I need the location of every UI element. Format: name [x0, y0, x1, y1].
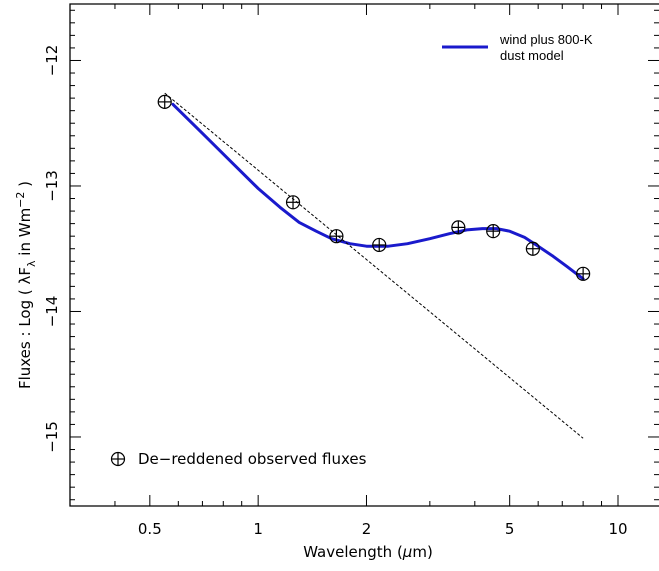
x-axis-label: Wavelength (μm)	[303, 543, 433, 561]
x-tick-label: 5	[505, 520, 515, 538]
y-tick-label: −14	[43, 296, 61, 328]
data-point	[372, 237, 387, 253]
data-point	[329, 229, 344, 244]
data-point	[285, 195, 301, 210]
y-tick-label: −12	[43, 45, 61, 77]
y-tick-label: −13	[43, 170, 61, 202]
data-point	[451, 220, 466, 235]
legend-model-label-line2: dust model	[500, 48, 564, 63]
model-curve	[171, 102, 585, 281]
data-point	[525, 241, 540, 256]
wind-model-line	[164, 92, 584, 439]
data-point	[486, 224, 501, 239]
legend-points-label: De−reddened observed fluxes	[138, 450, 367, 468]
x-tick-label: 0.5	[138, 520, 162, 538]
legend-point-marker	[110, 451, 126, 467]
x-tick-label: 1	[253, 520, 263, 538]
axes-box	[69, 3, 659, 507]
plot-frame	[69, 3, 659, 507]
x-tick-label: 10	[608, 520, 627, 538]
y-tick-label: −15	[43, 421, 61, 453]
legend-model: wind plus 800-K dust model	[442, 32, 593, 63]
data-point	[576, 266, 591, 281]
y-axis-label: Fluxes : Log ( λFλ in Wm−2 )	[14, 181, 38, 389]
legend-model-label: wind plus 800-K	[499, 32, 593, 47]
x-tick-label: 2	[362, 520, 372, 538]
data-point	[157, 94, 172, 109]
legend-points: De−reddened observed fluxes	[110, 450, 367, 468]
axis-ticks	[69, 4, 659, 506]
